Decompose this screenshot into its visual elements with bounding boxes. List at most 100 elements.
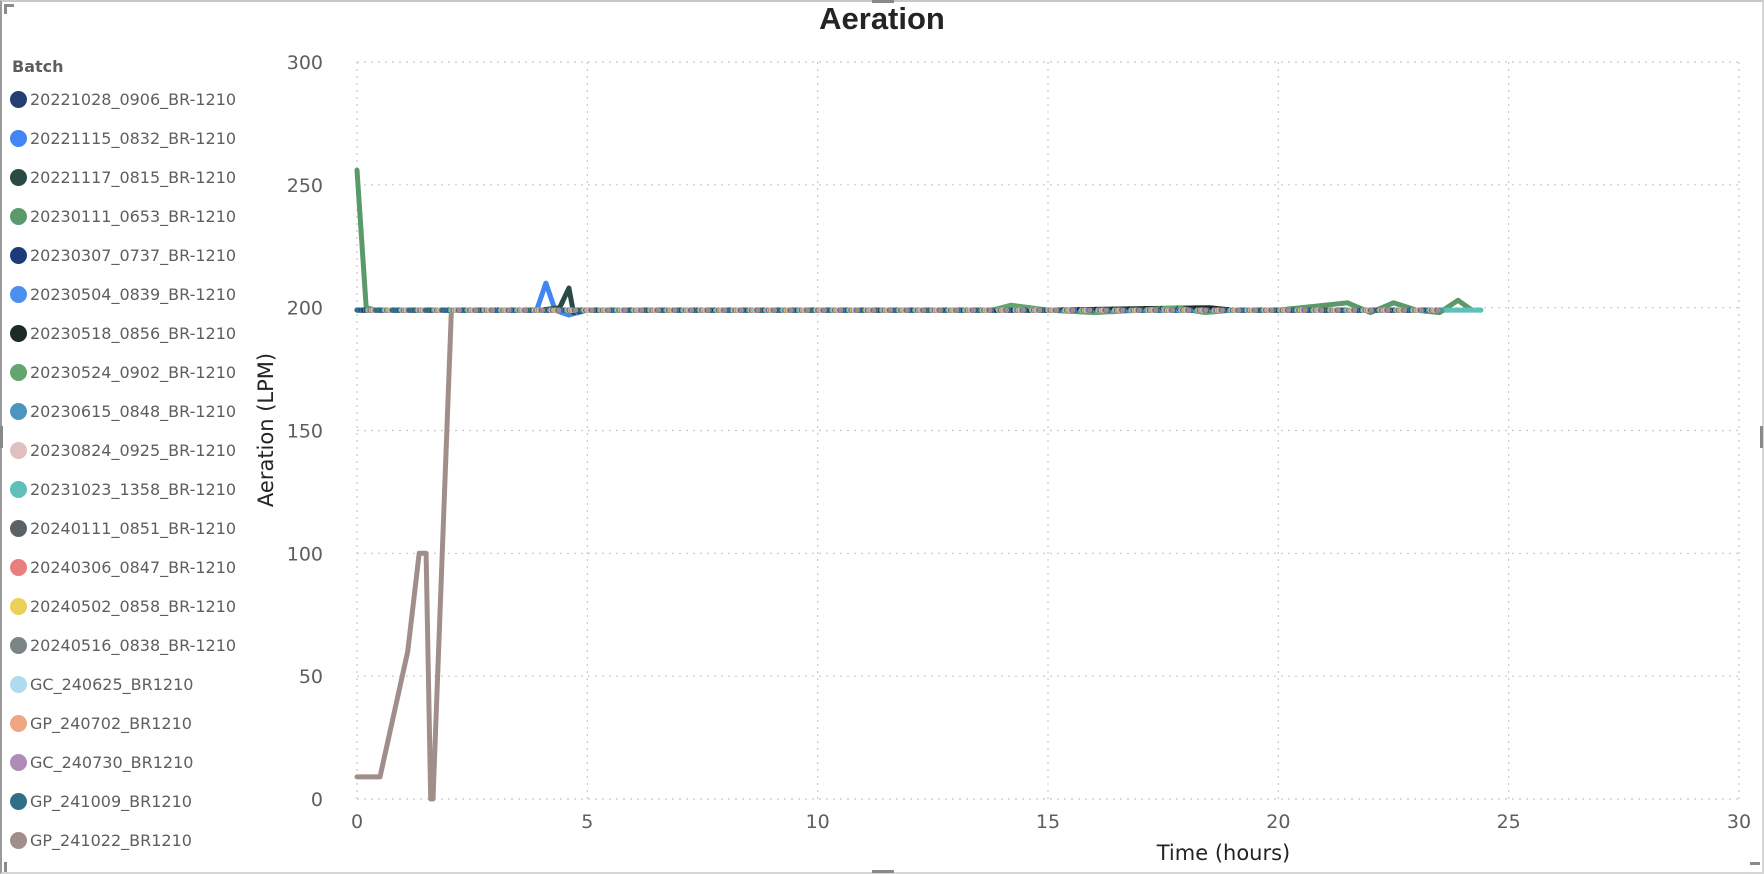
legend-swatch [10,793,27,810]
resize-handle-left[interactable] [0,426,3,448]
legend-swatch [10,403,27,420]
x-tick-label: 10 [806,811,830,833]
series-point [1339,300,1345,306]
legend-item[interactable]: 20230524_0902_BR-1210 [10,353,250,392]
resize-handle-bottom-left[interactable] [4,862,7,872]
series-point [1335,307,1341,313]
resize-handle-bottom-right[interactable] [1750,862,1760,865]
series-point [970,307,977,313]
legend-label: GC_240625_BR1210 [30,675,194,694]
series-point [490,307,496,313]
series-point [755,307,761,313]
series-point [1323,302,1329,308]
legend-item[interactable]: 20230824_0925_BR-1210 [10,431,250,470]
legend-swatch [10,91,27,108]
legend-item[interactable]: 20240516_0838_BR-1210 [10,626,250,665]
resize-handle-top[interactable] [872,0,894,3]
series-point [904,307,910,313]
series-point [788,307,794,313]
series-point [1402,307,1408,313]
legend-swatch [10,715,27,732]
series-point [572,307,579,313]
x-axis-title: Time (hours) [1156,841,1291,865]
legend-label: 20230824_0925_BR-1210 [30,441,237,460]
series-point [672,307,678,313]
series-point [655,307,662,313]
series-point [871,307,877,313]
series-point [689,307,695,313]
series-point [1169,307,1176,313]
y-tick-label: 150 [287,421,323,443]
legend-label: 20221028_0906_BR-1210 [30,90,237,109]
series-point [921,307,927,313]
x-tick-label: 20 [1266,811,1290,833]
legend-label: 20240111_0851_BR-1210 [30,519,237,538]
series-point [821,307,827,313]
series-point [373,307,379,313]
y-tick-label: 200 [287,298,323,320]
legend-item[interactable]: 20230111_0653_BR-1210 [10,197,250,236]
legend-item[interactable]: GC_240625_BR1210 [10,665,250,704]
legend-item[interactable]: 20240111_0851_BR-1210 [10,509,250,548]
series-point [1461,307,1467,313]
legend-item[interactable]: 20230504_0839_BR-1210 [10,275,250,314]
series-point [738,307,744,313]
series-point [805,307,811,313]
resize-handle-top-left-vertical[interactable] [4,4,7,14]
legend-item[interactable]: 20240502_0858_BR-1210 [10,587,250,626]
legend-item[interactable]: 20221115_0832_BR-1210 [10,119,250,158]
legend-label: 20221117_0815_BR-1210 [30,168,237,187]
legend-item[interactable]: 20221117_0815_BR-1210 [10,158,250,197]
series-point [1455,298,1462,304]
legend-item[interactable]: GP_241022_BR1210 [10,821,250,860]
legend-item[interactable]: GP_241009_BR1210 [10,782,250,821]
legend-item[interactable]: 20221028_0906_BR-1210 [10,80,250,119]
legend-item[interactable]: 20230615_0848_BR-1210 [10,392,250,431]
series-point [439,307,445,313]
series-point [1219,307,1225,313]
resize-handle-bottom[interactable] [872,870,894,873]
legend-item[interactable]: 20230518_0856_BR-1210 [10,314,250,353]
legend-swatch [10,559,27,576]
legend-swatch [10,676,27,693]
y-tick-label: 0 [311,789,323,811]
series-point [1103,307,1109,313]
legend-swatch [10,598,27,615]
legend-label: 20230524_0902_BR-1210 [30,363,237,382]
series-point [559,299,565,305]
x-tick-label: 0 [351,811,363,833]
legend-label: 20240502_0858_BR-1210 [30,597,237,616]
series-point [506,307,512,313]
legend-swatch [10,754,27,771]
series-point [1186,307,1192,313]
legend-swatch [10,208,27,225]
legend-label: 20240306_0847_BR-1210 [30,558,237,577]
legend-item[interactable]: 20230307_0737_BR-1210 [10,236,250,275]
series-point [1070,307,1076,313]
series-point [937,307,943,313]
x-tick-label: 30 [1727,811,1751,833]
legend-swatch [10,442,27,459]
legend-item[interactable]: 20240306_0847_BR-1210 [10,548,250,587]
series-point [705,307,711,313]
legend-swatch [10,364,27,381]
series-point [838,307,844,313]
series-point [1385,307,1391,313]
series-point [888,307,894,313]
resize-handle-top-left[interactable] [4,4,14,7]
legend-label: 20221115_0832_BR-1210 [30,129,237,148]
series-point [589,307,595,313]
resize-handle-right[interactable] [1760,426,1763,448]
y-tick-label: 50 [299,666,323,688]
series-point [1087,307,1093,313]
legend-item[interactable]: GC_240730_BR1210 [10,743,250,782]
series-point [1368,307,1375,313]
x-tick-label: 25 [1497,811,1521,833]
legend-item[interactable]: 20231023_1358_BR-1210 [10,470,250,509]
series-point [1053,307,1059,313]
legend-item[interactable]: GP_240702_BR1210 [10,704,250,743]
legend-label: GP_240702_BR1210 [30,714,192,733]
series-point [1435,307,1441,313]
chart-title: Aeration [819,1,945,36]
